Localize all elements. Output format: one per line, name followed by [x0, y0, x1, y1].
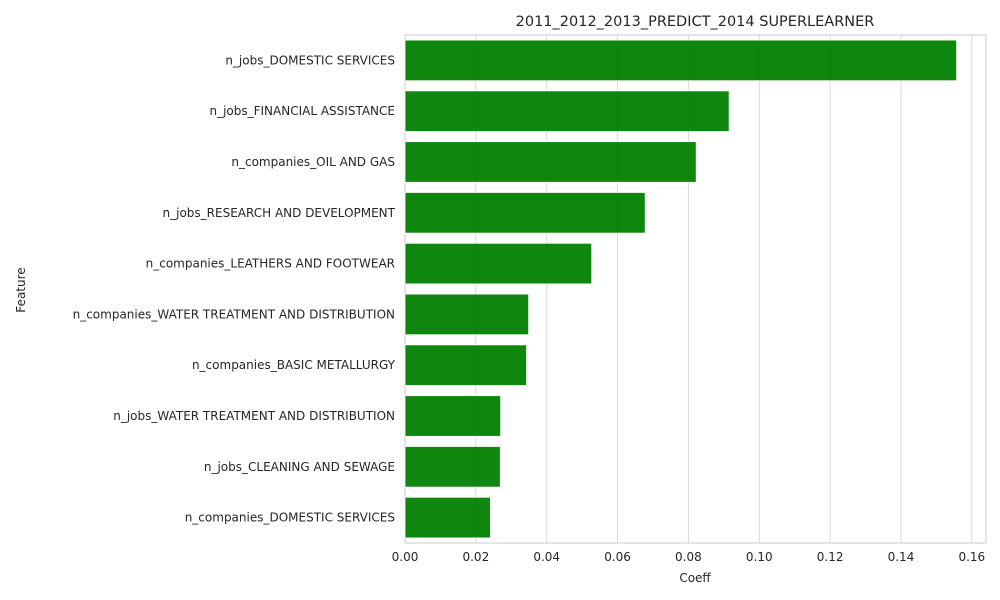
y-axis-ticks: n_jobs_DOMESTIC SERVICES n_jobs_FINANCIAL… [73, 53, 396, 524]
x-tick-label: 0.08 [675, 550, 702, 564]
bar [404, 90, 730, 132]
y-tick-label: n_jobs_RESEARCH AND DEVELOPMENT [163, 206, 396, 220]
bar [404, 496, 491, 539]
y-tick-label: n_jobs_WATER TREATMENT AND DISTRIBUTION [113, 409, 395, 423]
y-tick-label: n_companies_WATER TREATMENT AND DISTRIBU… [73, 307, 395, 321]
bar [404, 293, 530, 336]
x-tick-label: 0.14 [888, 550, 915, 564]
y-tick-label: n_companies_LEATHERS AND FOOTWEAR [146, 257, 395, 271]
bar [404, 395, 502, 437]
y-tick-label: n_jobs_FINANCIAL ASSISTANCE [209, 104, 395, 118]
y-tick-label: n_companies_BASIC METALLURGY [192, 358, 396, 372]
x-tick-label: 0.00 [392, 550, 419, 564]
chart-title: 2011_2012_2013_PREDICT_2014 SUPERLEARNER [516, 14, 875, 30]
x-axis-ticks: 0.00 0.02 0.04 0.06 0.08 0.10 0.12 0.14 0.16 [392, 550, 986, 564]
x-tick-label: 0.02 [462, 550, 489, 564]
plot-frame [404, 34, 987, 544]
y-axis-label: Feature [14, 267, 28, 312]
x-tick-label: 0.16 [958, 550, 985, 564]
x-axis-label: Coeff [679, 571, 711, 585]
bar [404, 39, 957, 82]
bar [404, 141, 697, 183]
y-tick-label: n_jobs_CLEANING AND SEWAGE [204, 460, 395, 474]
y-tick-label: n_companies_OIL AND GAS [231, 155, 395, 169]
bar [404, 344, 527, 386]
x-tick-label: 0.10 [746, 550, 773, 564]
bar [404, 192, 646, 234]
bar [404, 242, 593, 285]
x-tick-label: 0.12 [817, 550, 844, 564]
x-tick-label: 0.06 [604, 550, 631, 564]
y-tick-label: n_companies_DOMESTIC SERVICES [185, 511, 395, 525]
bars [404, 39, 957, 539]
y-tick-label: n_jobs_DOMESTIC SERVICES [225, 53, 395, 67]
bar [404, 446, 501, 488]
x-tick-label: 0.04 [533, 550, 560, 564]
